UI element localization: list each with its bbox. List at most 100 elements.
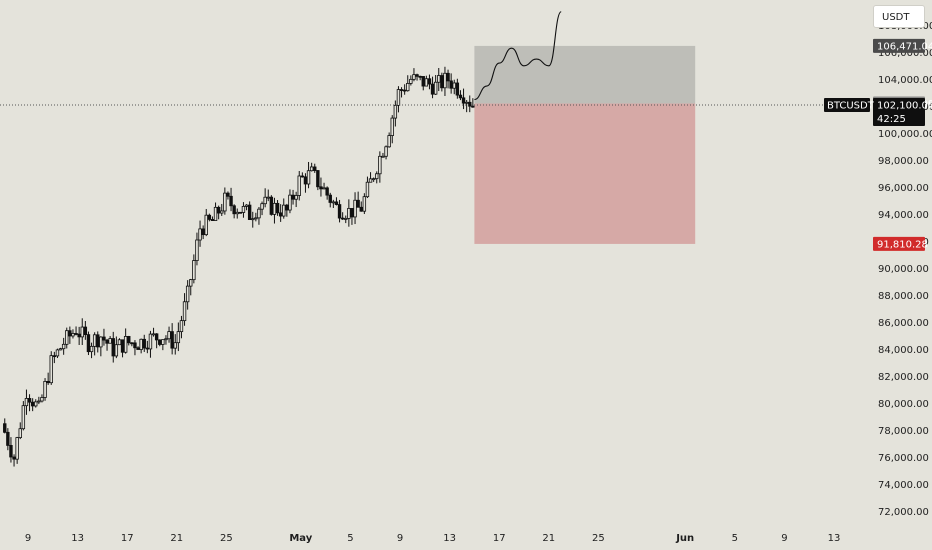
candle-body-down (334, 201, 339, 205)
candle-body-up (260, 203, 264, 210)
candle (24, 389, 29, 415)
candle (167, 326, 171, 343)
candle-body-down (127, 336, 131, 344)
candle-body-up (40, 397, 44, 402)
candle-body-down (133, 342, 137, 349)
candle (375, 171, 379, 184)
candle-body-down (316, 170, 320, 188)
candle-body-down (216, 206, 221, 214)
candle (303, 173, 308, 193)
candle (201, 225, 205, 240)
candle-body-up (254, 217, 258, 220)
candle (424, 75, 429, 87)
stop-zone[interactable] (474, 103, 696, 244)
candle-body-down (68, 330, 72, 337)
candle (362, 193, 367, 215)
candle (300, 172, 305, 178)
candle-body-up (409, 78, 413, 84)
candle-body-up (347, 208, 351, 219)
candle-body-up (55, 349, 60, 357)
candle-body-up (185, 285, 190, 303)
candle (368, 172, 373, 183)
target-zone[interactable] (474, 45, 696, 104)
candle (161, 339, 165, 351)
candle (204, 208, 208, 237)
candle (309, 162, 314, 172)
candle (334, 197, 339, 206)
y-tick-label: 80,000.00 (878, 399, 929, 410)
candle-body-down (6, 431, 10, 446)
candle-body-down (83, 326, 88, 336)
candle-body-up (375, 173, 379, 180)
candle (83, 320, 88, 340)
candle (6, 428, 10, 451)
candle (179, 315, 184, 339)
candle-body-down (96, 334, 100, 348)
candle (297, 171, 301, 201)
candle-body-down (471, 105, 475, 108)
candle-body-up (223, 192, 227, 212)
y-tick-label: 98,000.00 (878, 156, 929, 167)
candle (229, 187, 233, 212)
candle-body-down (427, 78, 432, 85)
candle (381, 152, 385, 158)
candle-body-up (272, 202, 277, 215)
candle-body-up (371, 178, 376, 181)
x-tick-label: 21 (542, 533, 555, 544)
candle (331, 199, 336, 208)
candle-body-down (154, 333, 159, 341)
x-tick-label: 9 (781, 533, 787, 544)
candle-body-up (353, 199, 357, 218)
candle (461, 88, 466, 110)
candle (3, 418, 7, 434)
candle (170, 323, 174, 355)
candle-body-down (399, 89, 404, 91)
candle-body-down (229, 195, 233, 207)
candle-body-down (455, 82, 460, 96)
candle-body-up (452, 82, 456, 89)
candle-body-up (387, 135, 391, 148)
y-tick-label: 76,000.00 (878, 453, 929, 464)
candle (164, 335, 168, 345)
candle (133, 340, 137, 356)
candle (269, 195, 274, 216)
candle (46, 372, 50, 385)
candle (254, 212, 258, 222)
x-tick-label: 9 (397, 533, 403, 544)
candle (216, 205, 221, 220)
candle (117, 338, 122, 346)
candle (139, 338, 143, 354)
candle-body-up (241, 206, 246, 213)
candle (189, 278, 193, 296)
candle-body-down (275, 202, 280, 214)
x-tick-label: 5 (732, 533, 738, 544)
y-tick-label: 94,000.00 (878, 210, 929, 221)
candle-body-up (331, 201, 336, 204)
candle-body-down (468, 101, 472, 107)
candle-body-up (198, 228, 202, 241)
candle (65, 327, 69, 349)
candle (111, 331, 115, 363)
candle (350, 208, 354, 225)
currency-selector[interactable]: USDT (873, 5, 925, 28)
candle (412, 68, 416, 82)
candle (378, 151, 382, 183)
candle (319, 177, 323, 197)
candle (294, 191, 298, 208)
candle-body-up (192, 260, 196, 281)
candle-body-down (461, 97, 466, 104)
candle (365, 176, 370, 199)
candle (238, 211, 243, 214)
x-tick-label: 17 (121, 533, 134, 544)
candle (316, 170, 320, 191)
candle (446, 69, 450, 89)
candle (260, 201, 264, 216)
candle (347, 199, 351, 227)
candle-body-up (443, 72, 447, 89)
candle (74, 326, 78, 336)
candle (399, 87, 404, 98)
candle (275, 200, 280, 216)
candle (148, 330, 153, 358)
candle (282, 198, 286, 219)
